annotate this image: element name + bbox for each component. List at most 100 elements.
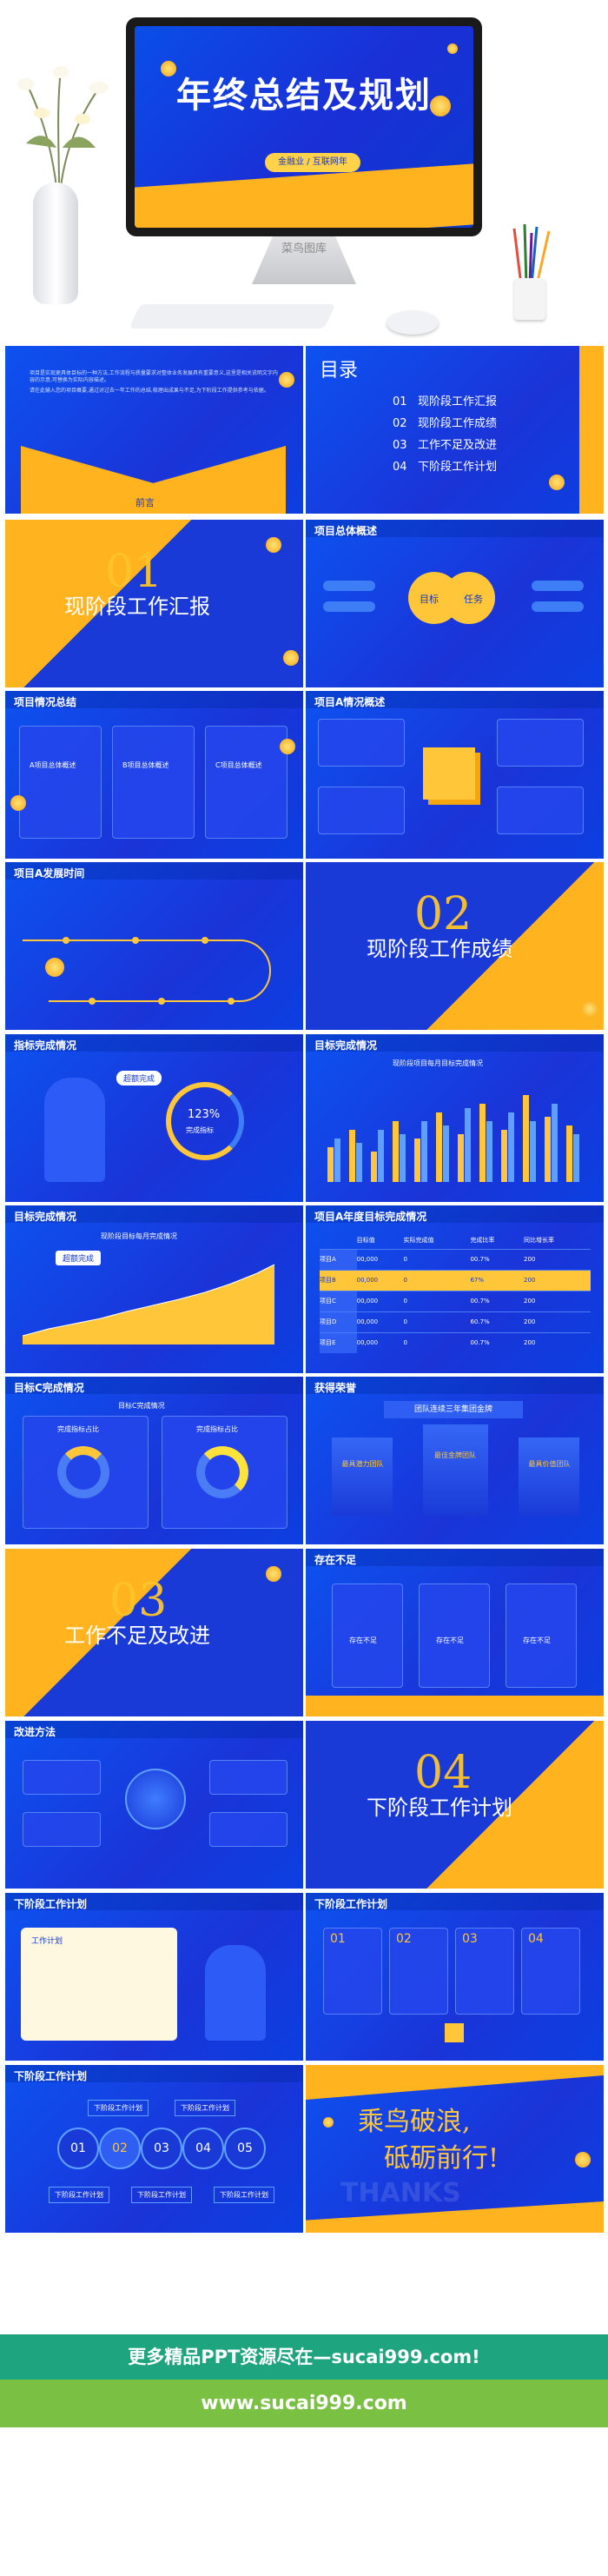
issue-label: 存在不足 <box>523 1637 551 1644</box>
slide-issues: 存在不足 存在不足 存在不足 存在不足 <box>306 1549 604 1716</box>
plan-circle: 04 <box>182 2128 224 2169</box>
slide-section-02: 02 现阶段工作成绩 <box>306 862 604 1030</box>
slide-title: 下阶段工作计划 <box>314 1898 388 1910</box>
slide-title: 改进方法 <box>14 1726 56 1738</box>
slide-title: 目标C完成情况 <box>14 1382 84 1394</box>
plan-col-num: 03 <box>462 1932 478 1946</box>
honor-badge: 最具潜力团队 <box>341 1460 384 1468</box>
annual-table: 目标值 实际完成值 完成比率 同比增长率 项目A 00,000 0 00.7% 200 项目B… <box>320 1232 591 1353</box>
slide-section-04: 04 下阶段工作计划 <box>306 1721 604 1889</box>
slide-end: 乘鸟破浪, 砥砺前行! THANKS <box>306 2065 604 2233</box>
slide-title: 下阶段工作计划 <box>14 2070 88 2082</box>
plan-label: 下阶段工作计划 <box>88 2100 149 2116</box>
plan-col-num: 02 <box>396 1932 412 1946</box>
plan-label: 下阶段工作计划 <box>175 2100 235 2116</box>
chart-tag: 超额完成 <box>56 1251 102 1265</box>
slide-annual-table: 项目A年度目标完成情况 目标值 实际完成值 完成比率 同比增长率 项目A 00,000 0… <box>306 1205 604 1373</box>
slide-title: 项目情况总结 <box>14 696 77 708</box>
slide-honors: 获得荣誉 团队连续三年集团金牌 最具潜力团队 最佳金牌团队 最具价值团队 <box>306 1377 604 1544</box>
footer-url[interactable]: www.sucai999.com <box>0 2380 608 2427</box>
slide-plan-3: 下阶段工作计划 下阶段工作计划 下阶段工作计划 01 02 03 04 05 下… <box>5 2065 303 2233</box>
keyboard <box>129 304 336 329</box>
toc-list: 01 现阶段工作汇报 02 现阶段工作成绩 03 工作不足及改进 04 下阶段工… <box>393 391 566 478</box>
pencil-cup <box>514 278 545 320</box>
slide-overview: 项目总体概述 目标 任务 <box>306 520 604 687</box>
slide-title: 获得荣誉 <box>314 1382 357 1394</box>
slide-cover-letter: 项目是实现更具体目标的一种方法,工作流程与质量要求对整体业务发展具有重要意义,这… <box>5 346 303 514</box>
toc-title: 目录 <box>320 360 359 382</box>
plan-label: 下阶段工作计划 <box>49 2187 109 2203</box>
slide-section-01: 01 现阶段工作汇报 <box>5 520 303 687</box>
honor-banner: 团队连续三年集团金牌 <box>384 1401 523 1418</box>
slide-title: 项目总体概述 <box>314 525 378 537</box>
table-header-row: 目标值 实际完成值 完成比率 同比增长率 <box>356 1236 554 1244</box>
slide-kpi: 指标完成情况 123% 完成指标 超额完成 <box>5 1034 303 1202</box>
end-line-2: 砥砺前行! <box>384 2143 499 2174</box>
summary-card-label: A项目总体概述 <box>30 761 76 769</box>
slide-title: 下阶段工作计划 <box>14 1898 88 1910</box>
table-row: 项目A 00,000 0 00.7% 200 <box>320 1249 591 1270</box>
venn-right-label: 任务 <box>464 594 483 605</box>
footer-promo: 更多精品PPT资源尽在—sucai999.com! <box>0 2334 608 2380</box>
issue-label: 存在不足 <box>349 1637 377 1644</box>
plan-label: 下阶段工作计划 <box>131 2187 192 2203</box>
monitor: 年终总结及规划 金融业 / 互联网年 <box>126 17 482 236</box>
slide-section-03: 03 工作不足及改进 <box>5 1549 303 1716</box>
slide-plan-1: 下阶段工作计划 工作计划 <box>5 1893 303 2061</box>
toc-item[interactable]: 02 现阶段工作成绩 <box>393 417 497 430</box>
bar-chart <box>327 1095 579 1182</box>
slide-summary: 项目情况总结 A项目总体概述 B项目总体概述 C项目总体概述 <box>5 691 303 859</box>
slide-target-bars: 目标完成情况 现阶段项目每月目标完成情况 <box>306 1034 604 1202</box>
table-row: 项目B 00,000 0 67% 200 <box>320 1270 591 1291</box>
pencils-decoration <box>512 223 552 286</box>
toc-item[interactable]: 04 下阶段工作计划 <box>393 461 497 474</box>
chart-label: 现阶段目标每月完成情况 <box>101 1232 177 1240</box>
hero-subtitle: 金融业 / 互联网年 <box>265 153 360 172</box>
end-watermark: THANKS <box>340 2178 461 2208</box>
section-number: 02 <box>414 888 473 940</box>
section-number: 03 <box>109 1575 168 1627</box>
donut-label: 完成指标占比 <box>57 1425 99 1433</box>
honor-badge: 最具价值团队 <box>528 1460 571 1468</box>
plan-circle: 03 <box>141 2128 182 2169</box>
slide-target-area: 目标完成情况 现阶段目标每月完成情况 超额完成 <box>5 1205 303 1373</box>
venn-left-label: 目标 <box>420 594 439 605</box>
plan-label: 下阶段工作计划 <box>214 2187 274 2203</box>
monitor-screen: 年终总结及规划 金融业 / 互联网年 <box>135 26 473 228</box>
plan-circle: 05 <box>224 2128 266 2169</box>
summary-card-label: C项目总体概述 <box>215 761 262 769</box>
section-number: 04 <box>414 1747 473 1799</box>
slide-toc: 目录 01 现阶段工作汇报 02 现阶段工作成绩 03 工作不足及改进 04 下… <box>306 346 604 514</box>
monitor-brand-label: 菜鸟图库 <box>281 242 327 256</box>
slide-title: 项目A发展时间 <box>14 867 85 880</box>
slide-title: 项目A年度目标完成情况 <box>314 1211 427 1223</box>
plan-col-num: 01 <box>330 1932 346 1946</box>
area-chart <box>23 1264 275 1344</box>
slide-title: 存在不足 <box>314 1554 357 1566</box>
table-row: 项目E 00,000 0 00.7% 200 <box>320 1332 591 1353</box>
slide-title: 指标完成情况 <box>14 1039 77 1052</box>
flower-decoration <box>9 65 113 188</box>
section-title: 工作不足及改进 <box>64 1623 210 1648</box>
kpi-tag: 超额完成 <box>116 1071 162 1086</box>
slide-project-a: 项目A情况概述 <box>306 691 604 859</box>
table-row: 项目D 00,000 0 60.7% 200 <box>320 1311 591 1332</box>
slide-title: 目标完成情况 <box>314 1039 378 1052</box>
vase <box>33 183 78 304</box>
chart-label: 目标C完成情况 <box>118 1402 165 1410</box>
section-title: 现阶段工作汇报 <box>64 594 210 619</box>
summary-card-label: B项目总体概述 <box>122 761 169 769</box>
cover-label: 前言 <box>135 497 155 508</box>
toc-item[interactable]: 03 工作不足及改进 <box>393 439 497 452</box>
plan-circle: 01 <box>57 2128 99 2169</box>
slide-title: 目标完成情况 <box>14 1211 77 1223</box>
table-row: 项目C 00,000 0 00.7% 200 <box>320 1291 591 1311</box>
toc-item[interactable]: 01 现阶段工作汇报 <box>393 395 497 408</box>
mouse <box>387 310 439 335</box>
honor-badge: 最佳金牌团队 <box>434 1451 476 1459</box>
plan-col-num: 04 <box>528 1932 544 1946</box>
section-title: 现阶段工作成绩 <box>367 937 512 961</box>
slide-improve: 改进方法 <box>5 1721 303 1889</box>
kpi-percent: 123% <box>188 1108 221 1121</box>
slide-target-c: 目标C完成情况 目标C完成情况 完成指标占比 完成指标占比 <box>5 1377 303 1544</box>
